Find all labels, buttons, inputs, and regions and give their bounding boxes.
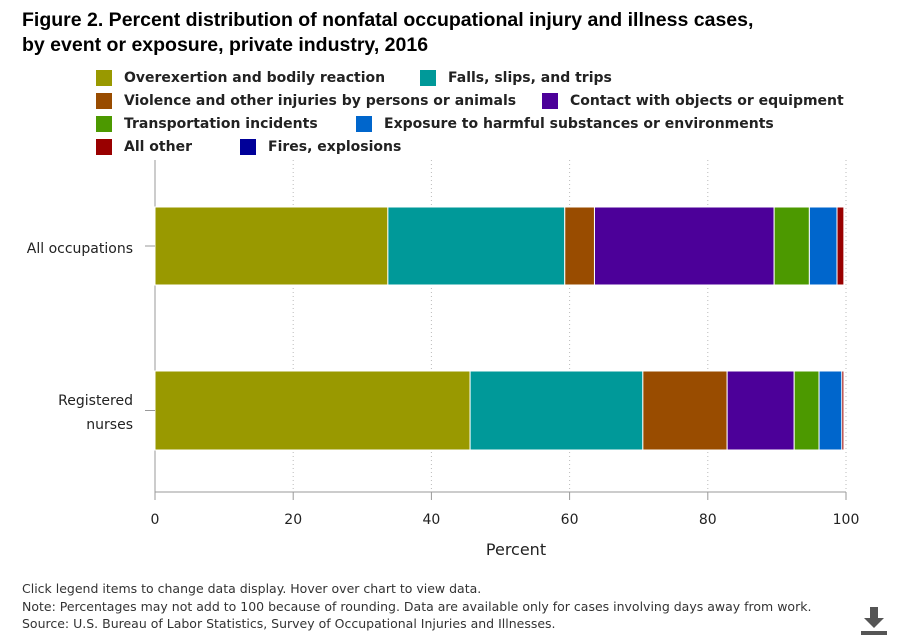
legend-label: Exposure to harmful substances or enviro… <box>384 116 774 132</box>
footer-note: Note: Percentages may not add to 100 bec… <box>22 598 812 614</box>
legend-item[interactable]: Exposure to harmful substances or enviro… <box>356 116 774 132</box>
category-label: Registered <box>58 393 133 409</box>
chart-title: Figure 2. Percent distribution of nonfat… <box>22 8 753 58</box>
footer-instructions: Click legend items to change data displa… <box>22 581 482 596</box>
legend-label: Overexertion and bodily reaction <box>124 70 386 86</box>
x-tick-label: 60 <box>561 512 579 528</box>
x-tick-label: 40 <box>422 512 440 528</box>
legend-swatch <box>420 70 436 86</box>
bar-segment <box>793 370 820 451</box>
bar-segment <box>387 206 566 286</box>
bar-segment <box>808 206 838 286</box>
legend-item[interactable]: Falls, slips, and trips <box>420 70 612 86</box>
bar-segment <box>843 370 846 451</box>
bar-segment <box>642 370 728 451</box>
footer: Click legend items to change data displa… <box>22 580 811 633</box>
legend-item[interactable]: Violence and other injuries by persons o… <box>96 93 516 109</box>
legend-item[interactable]: Transportation incidents <box>96 116 318 132</box>
bar-segment <box>154 370 471 451</box>
footer-source: Source: U.S. Bureau of Labor Statistics,… <box>22 616 556 631</box>
legend-swatch <box>96 139 112 155</box>
legend-swatch <box>542 93 558 109</box>
legend-label: Fires, explosions <box>268 139 402 155</box>
category-label: nurses <box>86 417 133 433</box>
legend-item[interactable]: Contact with objects or equipment <box>542 93 844 109</box>
category-label: All occupations <box>27 241 133 257</box>
title-line-1: Figure 2. Percent distribution of nonfat… <box>22 9 754 31</box>
legend-item[interactable]: Fires, explosions <box>240 139 401 155</box>
legend-item[interactable]: Overexertion and bodily reaction <box>96 70 385 86</box>
legend-label: Transportation incidents <box>124 116 318 132</box>
legend-swatch <box>96 93 112 109</box>
x-tick-label: 80 <box>699 512 717 528</box>
x-tick-label: 100 <box>833 512 860 528</box>
legend-swatch <box>96 116 112 132</box>
legend-item[interactable]: All other <box>96 139 192 155</box>
legend-swatch <box>356 116 372 132</box>
bar-segment <box>773 206 810 286</box>
legend-label: Falls, slips, and trips <box>448 70 612 86</box>
bar-segment <box>843 206 846 286</box>
x-tick-label: 20 <box>284 512 302 528</box>
legend-label: Violence and other injuries by persons o… <box>124 93 517 109</box>
legend-swatch <box>240 139 256 155</box>
bar-segment <box>836 206 845 286</box>
x-axis-label: Percent <box>486 540 546 559</box>
bar-segment <box>564 206 595 286</box>
download-icon[interactable] <box>858 604 890 636</box>
bar-segment <box>154 206 389 286</box>
legend-label: Contact with objects or equipment <box>570 93 844 109</box>
title-line-2: by event or exposure, private industry, … <box>22 34 429 56</box>
bar-segment <box>726 370 795 451</box>
bar-segment <box>469 370 644 451</box>
x-tick-label: 0 <box>151 512 160 528</box>
bar-segment <box>593 206 775 286</box>
bar-segment <box>818 370 843 451</box>
legend-label: All other <box>124 139 192 155</box>
legend-swatch <box>96 70 112 86</box>
